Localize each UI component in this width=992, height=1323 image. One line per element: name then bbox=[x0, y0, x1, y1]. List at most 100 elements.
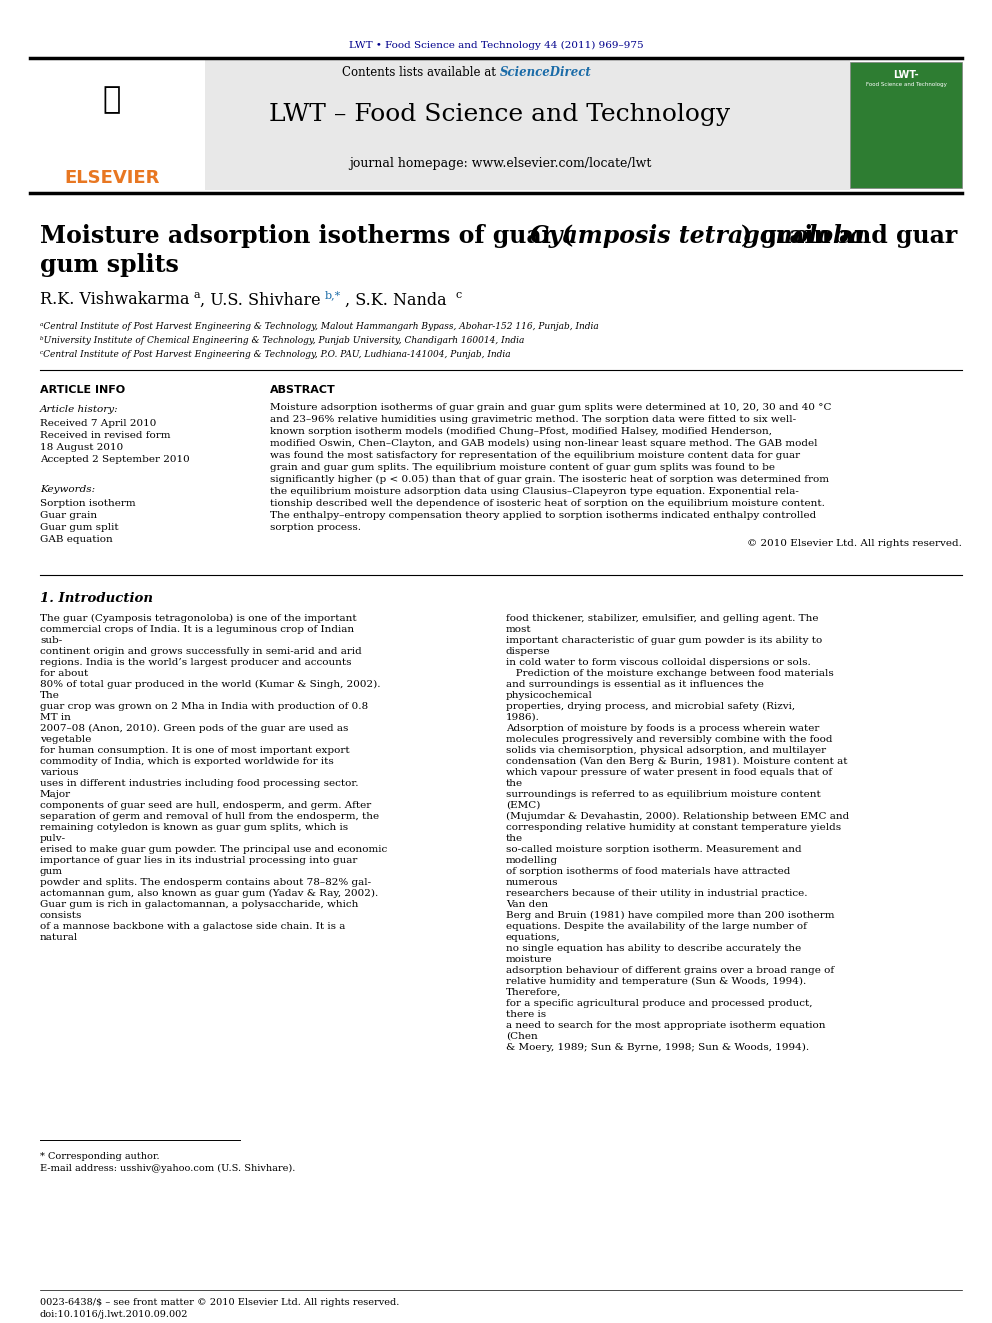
Text: ᵃCentral Institute of Post Harvest Engineering & Technology, Malout Hammangarh B: ᵃCentral Institute of Post Harvest Engin… bbox=[40, 321, 599, 331]
Text: Cyamposis tetragonoloba: Cyamposis tetragonoloba bbox=[530, 224, 865, 247]
Text: regions. India is the world’s largest producer and accounts: regions. India is the world’s largest pr… bbox=[40, 658, 351, 667]
Bar bbox=[30, 60, 850, 191]
Text: Therefore,: Therefore, bbox=[506, 988, 561, 998]
Text: LWT-: LWT- bbox=[893, 70, 919, 79]
Text: erised to make guar gum powder. The principal use and economic: erised to make guar gum powder. The prin… bbox=[40, 845, 387, 855]
Text: for human consumption. It is one of most important export: for human consumption. It is one of most… bbox=[40, 746, 349, 755]
Text: journal homepage: www.elsevier.com/locate/lwt: journal homepage: www.elsevier.com/locat… bbox=[349, 156, 651, 169]
Text: Moisture adsorption isotherms of guar grain and guar gum splits were determined : Moisture adsorption isotherms of guar gr… bbox=[270, 404, 831, 411]
Text: modelling: modelling bbox=[506, 856, 558, 865]
Text: , S.K. Nanda: , S.K. Nanda bbox=[345, 291, 446, 308]
Text: separation of germ and removal of hull from the endosperm, the: separation of germ and removal of hull f… bbox=[40, 812, 379, 822]
Text: sorption process.: sorption process. bbox=[270, 523, 361, 532]
Text: Contents lists available at: Contents lists available at bbox=[342, 66, 500, 79]
Text: the: the bbox=[506, 779, 523, 789]
Text: molecules progressively and reversibly combine with the food: molecules progressively and reversibly c… bbox=[506, 736, 832, 744]
Text: ARTICLE INFO: ARTICLE INFO bbox=[40, 385, 125, 396]
Text: Berg and Bruin (1981) have compiled more than 200 isotherm: Berg and Bruin (1981) have compiled more… bbox=[506, 912, 834, 919]
Text: of a mannose backbone with a galactose side chain. It is a: of a mannose backbone with a galactose s… bbox=[40, 922, 345, 931]
Text: disperse: disperse bbox=[506, 647, 551, 656]
Bar bbox=[850, 62, 962, 188]
Text: , U.S. Shivhare: , U.S. Shivhare bbox=[200, 291, 320, 308]
Text: 1. Introduction: 1. Introduction bbox=[40, 591, 153, 605]
Text: Received 7 April 2010: Received 7 April 2010 bbox=[40, 419, 157, 429]
Text: relative humidity and temperature (Sun & Woods, 1994).: relative humidity and temperature (Sun &… bbox=[506, 976, 806, 986]
Text: significantly higher (p < 0.05) than that of guar grain. The isosteric heat of s: significantly higher (p < 0.05) than tha… bbox=[270, 475, 829, 484]
Text: surroundings is referred to as equilibrium moisture content: surroundings is referred to as equilibri… bbox=[506, 790, 820, 799]
Text: a: a bbox=[193, 290, 199, 300]
Text: equations. Despite the availability of the large number of: equations. Despite the availability of t… bbox=[506, 922, 806, 931]
Text: 80% of total guar produced in the world (Kumar & Singh, 2002).: 80% of total guar produced in the world … bbox=[40, 680, 381, 689]
Text: there is: there is bbox=[506, 1009, 547, 1019]
Text: researchers because of their utility in industrial practice.: researchers because of their utility in … bbox=[506, 889, 807, 898]
Text: which vapour pressure of water present in food equals that of: which vapour pressure of water present i… bbox=[506, 767, 832, 777]
Text: ᶜCentral Institute of Post Harvest Engineering & Technology, P.O. PAU, Ludhiana-: ᶜCentral Institute of Post Harvest Engin… bbox=[40, 351, 511, 359]
Text: and 23–96% relative humidities using gravimetric method. The sorption data were : and 23–96% relative humidities using gra… bbox=[270, 415, 797, 423]
Text: grain and guar gum splits. The equilibrium moisture content of guar gum splits w: grain and guar gum splits. The equilibri… bbox=[270, 463, 775, 472]
Text: gum splits: gum splits bbox=[40, 253, 179, 277]
Text: corresponding relative humidity at constant temperature yields: corresponding relative humidity at const… bbox=[506, 823, 841, 832]
Text: Moisture adsorption isotherms of guar (: Moisture adsorption isotherms of guar ( bbox=[40, 224, 573, 247]
Text: (Mujumdar & Devahastin, 2000). Relationship between EMC and: (Mujumdar & Devahastin, 2000). Relations… bbox=[506, 812, 849, 822]
Text: known sorption isotherm models (modified Chung–Pfost, modified Halsey, modified : known sorption isotherm models (modified… bbox=[270, 427, 772, 437]
Text: most: most bbox=[506, 624, 532, 634]
Text: E-mail address: usshiv@yahoo.com (U.S. Shivhare).: E-mail address: usshiv@yahoo.com (U.S. S… bbox=[40, 1164, 296, 1174]
Text: Received in revised form: Received in revised form bbox=[40, 431, 171, 441]
Text: & Moery, 1989; Sun & Byrne, 1998; Sun & Woods, 1994).: & Moery, 1989; Sun & Byrne, 1998; Sun & … bbox=[506, 1043, 809, 1052]
Text: b,*: b,* bbox=[325, 290, 341, 300]
Text: MT in: MT in bbox=[40, 713, 70, 722]
Text: pulv-: pulv- bbox=[40, 833, 66, 843]
Text: Adsorption of moisture by foods is a process wherein water: Adsorption of moisture by foods is a pro… bbox=[506, 724, 819, 733]
Text: * Corresponding author.: * Corresponding author. bbox=[40, 1152, 160, 1162]
Text: food thickener, stabilizer, emulsifier, and gelling agent. The: food thickener, stabilizer, emulsifier, … bbox=[506, 614, 818, 623]
Text: no single equation has ability to describe accurately the: no single equation has ability to descri… bbox=[506, 945, 802, 953]
Text: 1986).: 1986). bbox=[506, 713, 540, 722]
Text: equations,: equations, bbox=[506, 933, 560, 942]
Text: for a specific agricultural produce and processed product,: for a specific agricultural produce and … bbox=[506, 999, 812, 1008]
Text: adsorption behaviour of different grains over a broad range of: adsorption behaviour of different grains… bbox=[506, 966, 834, 975]
Text: continent origin and grows successfully in semi-arid and arid: continent origin and grows successfully … bbox=[40, 647, 362, 656]
Text: condensation (Van den Berg & Burin, 1981). Moisture content at: condensation (Van den Berg & Burin, 1981… bbox=[506, 757, 847, 766]
Text: guar crop was grown on 2 Mha in India with production of 0.8: guar crop was grown on 2 Mha in India wi… bbox=[40, 703, 368, 710]
Text: natural: natural bbox=[40, 933, 78, 942]
Text: LWT • Food Science and Technology 44 (2011) 969–975: LWT • Food Science and Technology 44 (20… bbox=[348, 41, 644, 49]
Text: commercial crops of India. It is a leguminous crop of Indian: commercial crops of India. It is a legum… bbox=[40, 624, 354, 634]
Text: components of guar seed are hull, endosperm, and germ. After: components of guar seed are hull, endosp… bbox=[40, 800, 371, 810]
Text: for about: for about bbox=[40, 669, 88, 677]
Text: the: the bbox=[506, 833, 523, 843]
Text: and surroundings is essential as it influences the: and surroundings is essential as it infl… bbox=[506, 680, 764, 689]
Text: modified Oswin, Chen–Clayton, and GAB models) using non-linear least square meth: modified Oswin, Chen–Clayton, and GAB mo… bbox=[270, 439, 817, 448]
Text: vegetable: vegetable bbox=[40, 736, 91, 744]
Text: doi:10.1016/j.lwt.2010.09.002: doi:10.1016/j.lwt.2010.09.002 bbox=[40, 1310, 188, 1319]
Text: ᵇUniversity Institute of Chemical Engineering & Technology, Punjab University, C: ᵇUniversity Institute of Chemical Engine… bbox=[40, 336, 525, 345]
Text: Prediction of the moisture exchange between food materials: Prediction of the moisture exchange betw… bbox=[506, 669, 833, 677]
Text: ABSTRACT: ABSTRACT bbox=[270, 385, 335, 396]
Text: 🌳: 🌳 bbox=[103, 86, 121, 115]
Text: uses in different industries including food processing sector.: uses in different industries including f… bbox=[40, 779, 358, 789]
Text: Food Science and Technology: Food Science and Technology bbox=[866, 82, 946, 87]
Text: numerous: numerous bbox=[506, 878, 558, 886]
Text: importance of guar lies in its industrial processing into guar: importance of guar lies in its industria… bbox=[40, 856, 357, 865]
Text: Guar grain: Guar grain bbox=[40, 511, 97, 520]
Text: commodity of India, which is exported worldwide for its: commodity of India, which is exported wo… bbox=[40, 757, 333, 766]
Text: of sorption isotherms of food materials have attracted: of sorption isotherms of food materials … bbox=[506, 867, 791, 876]
Text: ) grain and guar: ) grain and guar bbox=[741, 224, 957, 247]
Text: Guar gum is rich in galactomannan, a polysaccharide, which: Guar gum is rich in galactomannan, a pol… bbox=[40, 900, 358, 909]
Text: properties, drying process, and microbial safety (Rizvi,: properties, drying process, and microbia… bbox=[506, 703, 796, 712]
Text: physicochemical: physicochemical bbox=[506, 691, 593, 700]
Text: © 2010 Elsevier Ltd. All rights reserved.: © 2010 Elsevier Ltd. All rights reserved… bbox=[747, 538, 962, 548]
Text: important characteristic of guar gum powder is its ability to: important characteristic of guar gum pow… bbox=[506, 636, 822, 646]
Text: powder and splits. The endosperm contains about 78–82% gal-: powder and splits. The endosperm contain… bbox=[40, 878, 371, 886]
Text: ELSEVIER: ELSEVIER bbox=[64, 169, 160, 187]
Text: Article history:: Article history: bbox=[40, 405, 119, 414]
Text: Sorption isotherm: Sorption isotherm bbox=[40, 499, 136, 508]
Text: tionship described well the dependence of isosteric heat of sorption on the equi: tionship described well the dependence o… bbox=[270, 499, 825, 508]
Text: remaining cotyledon is known as guar gum splits, which is: remaining cotyledon is known as guar gum… bbox=[40, 823, 348, 832]
Text: Guar gum split: Guar gum split bbox=[40, 523, 119, 532]
Text: actomannan gum, also known as guar gum (Yadav & Ray, 2002).: actomannan gum, also known as guar gum (… bbox=[40, 889, 378, 898]
Text: the equilibrium moisture adsorption data using Clausius–Clapeyron type equation.: the equilibrium moisture adsorption data… bbox=[270, 487, 799, 496]
Text: solids via chemisorption, physical adsorption, and multilayer: solids via chemisorption, physical adsor… bbox=[506, 746, 826, 755]
Text: c: c bbox=[455, 290, 461, 300]
Text: Van den: Van den bbox=[506, 900, 549, 909]
Text: so-called moisture sorption isotherm. Measurement and: so-called moisture sorption isotherm. Me… bbox=[506, 845, 802, 855]
